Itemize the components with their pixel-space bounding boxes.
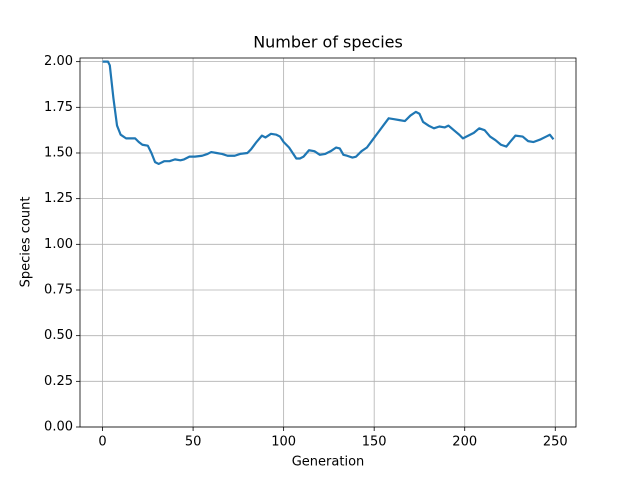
x-tick-label: 0	[98, 435, 106, 450]
x-tick-label: 50	[185, 435, 202, 450]
plot-frame	[79, 57, 577, 428]
x-tick-label: 200	[452, 435, 477, 450]
x-axis-label: Generation	[292, 455, 365, 470]
x-tick-label: 150	[362, 435, 387, 450]
y-tick-label: 1.75	[44, 100, 73, 115]
y-tick-label: 0.50	[44, 328, 73, 343]
y-tick-label: 2.00	[44, 54, 73, 69]
x-tick-label: 100	[271, 435, 296, 450]
y-tick-label: 1.25	[44, 191, 73, 206]
y-tick-label: 0.25	[44, 374, 73, 389]
y-axis-label: Species count	[19, 197, 34, 288]
y-tick-label: 1.50	[44, 145, 73, 160]
y-tick-label: 0.00	[44, 420, 73, 435]
chart-title: Number of species	[253, 33, 403, 52]
data-line	[102, 60, 555, 166]
y-tick-label: 1.00	[44, 237, 73, 252]
x-tick-label: 250	[543, 435, 568, 450]
y-tick-label: 0.75	[44, 282, 73, 297]
